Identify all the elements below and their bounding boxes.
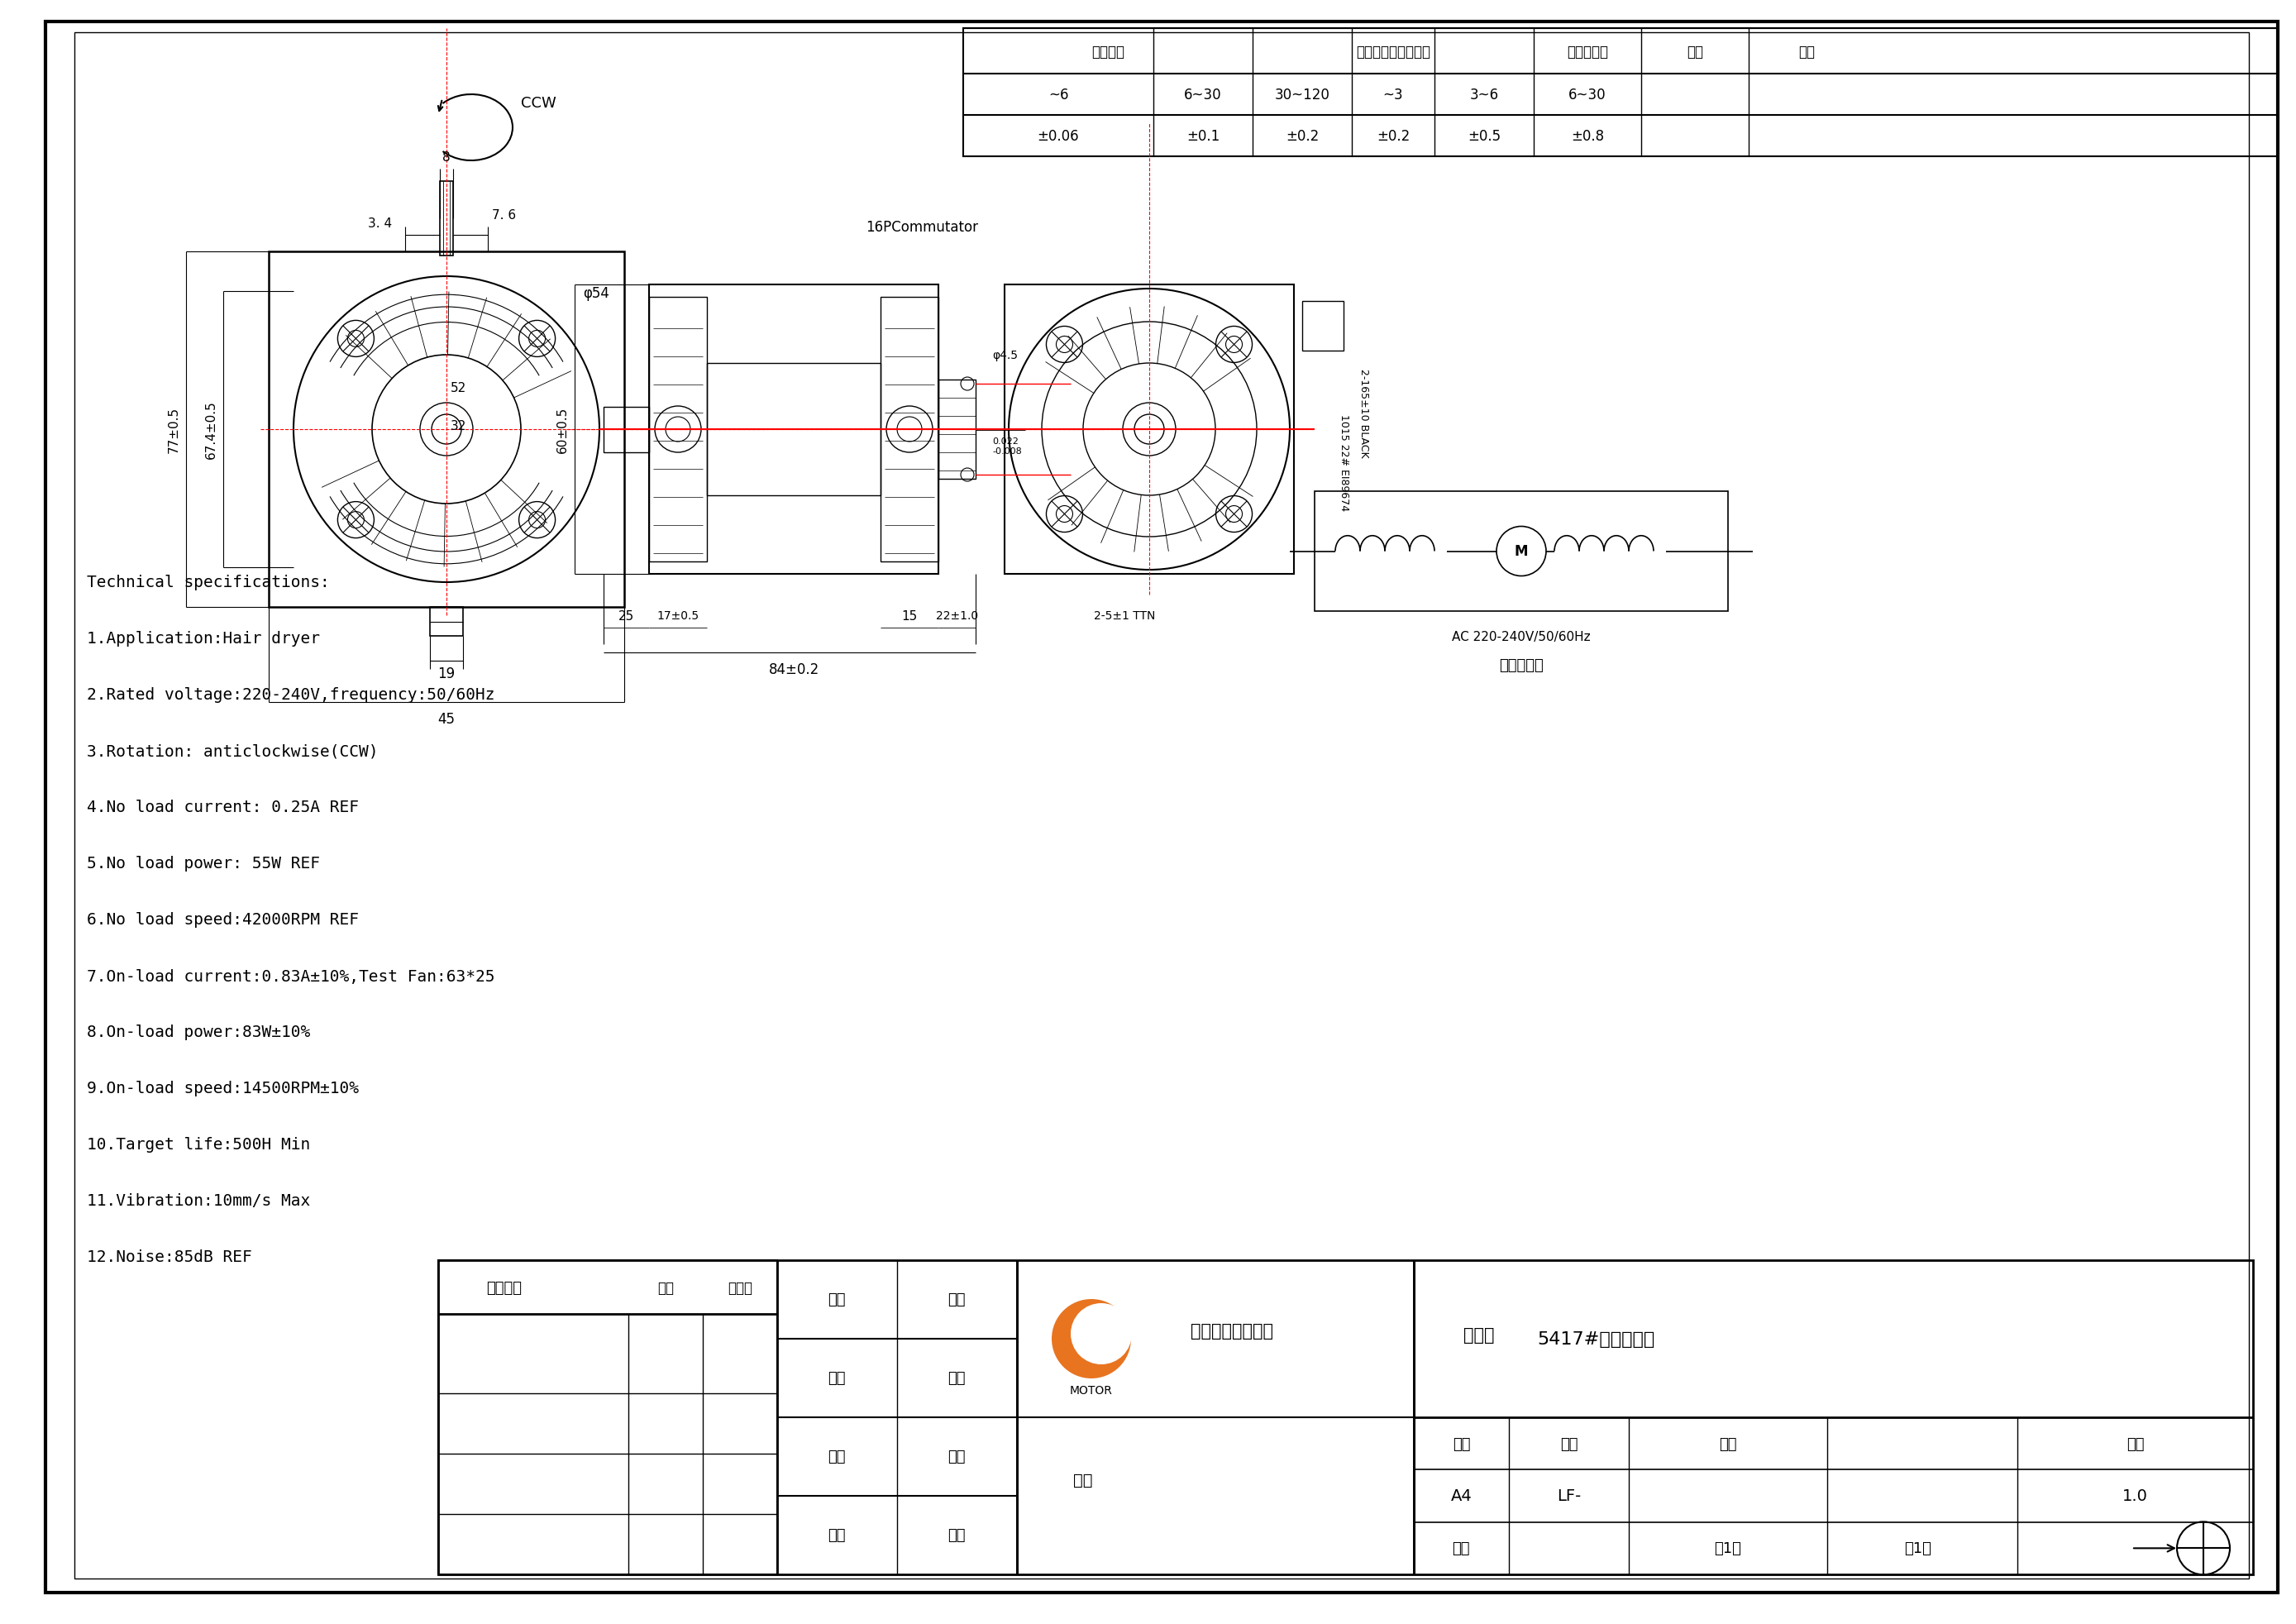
Text: MOTOR: MOTOR — [1070, 1384, 1114, 1397]
Text: 公差: 公差 — [1798, 44, 1814, 58]
Bar — [707, 364, 882, 495]
Text: 日期: 日期 — [948, 1528, 967, 1543]
Text: 8: 8 — [443, 151, 450, 164]
Bar — [939, 380, 976, 479]
Text: 日期: 日期 — [948, 1293, 967, 1307]
Text: CCW: CCW — [521, 96, 556, 110]
Text: 校对: 校对 — [829, 1371, 845, 1385]
Text: LF-: LF- — [1557, 1488, 1582, 1504]
Bar — [650, 297, 707, 562]
Bar — [1006, 286, 1295, 575]
Text: 1.0: 1.0 — [2122, 1488, 2149, 1504]
Text: 日期: 日期 — [657, 1280, 673, 1294]
Text: 52: 52 — [450, 382, 466, 395]
Circle shape — [1052, 1299, 1132, 1379]
Text: 日期: 日期 — [948, 1449, 967, 1465]
Text: Technical specifications:: Technical specifications: — [87, 575, 331, 591]
Bar — [1302, 302, 1343, 351]
Text: 15: 15 — [902, 609, 918, 622]
Text: 5.No load power: 55W REF: 5.No load power: 55W REF — [87, 856, 319, 872]
Text: 圆角半径和倒角高度: 圆角半径和倒角高度 — [1357, 44, 1430, 58]
Text: 11.Vibration:10mm/s Max: 11.Vibration:10mm/s Max — [87, 1194, 310, 1208]
Text: 1015 22# EI89674: 1015 22# EI89674 — [1339, 414, 1350, 512]
Text: M: M — [1515, 544, 1529, 559]
Bar — [882, 297, 939, 562]
Text: ±0.2: ±0.2 — [1378, 128, 1410, 145]
Text: 联锋电机有限公司: 联锋电机有限公司 — [1192, 1322, 1274, 1338]
Text: 本注公差: 本注公差 — [1091, 44, 1125, 58]
Text: 修改内容: 修改内容 — [487, 1280, 521, 1294]
Text: 60±0.5: 60±0.5 — [556, 406, 569, 453]
Text: 2-5±1 TTN: 2-5±1 TTN — [1093, 611, 1155, 622]
Text: ±0.2: ±0.2 — [1286, 128, 1318, 145]
Text: 第1页: 第1页 — [1906, 1541, 1931, 1556]
Text: 批准: 批准 — [829, 1528, 845, 1543]
Text: 12.Noise:85dB REF: 12.Noise:85dB REF — [87, 1249, 253, 1265]
Circle shape — [1070, 1304, 1132, 1364]
Text: 25: 25 — [618, 609, 634, 622]
Text: 5417#电机外形图: 5417#电机外形图 — [1536, 1330, 1655, 1348]
Text: 67.4±0.5: 67.4±0.5 — [204, 401, 218, 460]
Text: 名称：: 名称： — [1463, 1327, 1495, 1343]
Bar — [604, 408, 650, 453]
Text: 4.No load current: 0.25A REF: 4.No load current: 0.25A REF — [87, 799, 358, 815]
Text: ±0.5: ±0.5 — [1467, 128, 1502, 145]
Text: 30~120: 30~120 — [1274, 88, 1329, 102]
Text: 7. 6: 7. 6 — [491, 208, 517, 221]
Text: 版本: 版本 — [2126, 1436, 2144, 1450]
Text: 0.022
-0.008: 0.022 -0.008 — [992, 437, 1022, 455]
Text: 材料: 材料 — [1075, 1471, 1093, 1488]
Text: 7.On-load current:0.83A±10%,Test Fan:63*25: 7.On-load current:0.83A±10%,Test Fan:63*… — [87, 968, 496, 984]
Bar — [441, 182, 452, 257]
Text: 3~6: 3~6 — [1469, 88, 1499, 102]
Text: ±0.8: ±0.8 — [1570, 128, 1605, 145]
Bar — [1316, 492, 1729, 612]
Bar — [269, 252, 625, 607]
Bar — [650, 286, 939, 575]
Text: 表面光洁度: 表面光洁度 — [1566, 44, 1607, 58]
Text: 17±0.5: 17±0.5 — [657, 611, 698, 622]
Text: 责任人: 责任人 — [728, 1280, 753, 1294]
Text: 84±0.2: 84±0.2 — [769, 663, 820, 677]
Text: A4: A4 — [1451, 1488, 1472, 1504]
Text: 22±1.0: 22±1.0 — [937, 611, 978, 622]
Text: 19: 19 — [439, 666, 455, 680]
Text: 审核: 审核 — [829, 1449, 845, 1465]
Text: φ4.5: φ4.5 — [992, 349, 1017, 361]
Bar — [439, 1260, 776, 1574]
Text: ±0.06: ±0.06 — [1038, 128, 1079, 145]
Text: ~6: ~6 — [1049, 88, 1068, 102]
Text: 图幅: 图幅 — [1453, 1436, 1469, 1450]
Text: 电气原理图: 电气原理图 — [1499, 658, 1543, 672]
Text: 3. 4: 3. 4 — [367, 218, 393, 229]
Text: 1.Application:Hair dryer: 1.Application:Hair dryer — [87, 632, 319, 646]
Text: ~3: ~3 — [1382, 88, 1403, 102]
Text: 77±0.5: 77±0.5 — [168, 406, 179, 453]
Text: 尺寸: 尺寸 — [1688, 44, 1704, 58]
Text: 日期: 日期 — [948, 1371, 967, 1385]
Text: 共1页: 共1页 — [1715, 1541, 1743, 1556]
Text: 9.On-load speed:14500RPM±10%: 9.On-load speed:14500RPM±10% — [87, 1080, 358, 1096]
Text: 6.No load speed:42000RPM REF: 6.No load speed:42000RPM REF — [87, 913, 358, 927]
Text: 8.On-load power:83W±10%: 8.On-load power:83W±10% — [87, 1025, 310, 1039]
Text: 3.Rotation: anticlockwise(CCW): 3.Rotation: anticlockwise(CCW) — [87, 744, 379, 758]
Text: 32: 32 — [450, 419, 466, 432]
Text: 2.Rated voltage:220-240V,frequency:50/60Hz: 2.Rated voltage:220-240V,frequency:50/60… — [87, 687, 496, 703]
Bar — [964, 29, 2278, 158]
Text: 比例: 比例 — [1451, 1541, 1469, 1556]
Text: 6~30: 6~30 — [1568, 88, 1607, 102]
Text: 图号: 图号 — [1720, 1436, 1736, 1450]
Text: 10.Target life:500H Min: 10.Target life:500H Min — [87, 1137, 310, 1153]
Text: 16PCommutator: 16PCommutator — [866, 219, 978, 235]
Bar — [429, 607, 464, 637]
Text: φ54: φ54 — [583, 286, 608, 300]
Text: 6~30: 6~30 — [1185, 88, 1221, 102]
Text: AC 220-240V/50/60Hz: AC 220-240V/50/60Hz — [1451, 630, 1591, 643]
Text: 序号: 序号 — [1559, 1436, 1577, 1450]
Text: ±0.1: ±0.1 — [1187, 128, 1219, 145]
Text: 45: 45 — [439, 711, 455, 726]
Bar — [439, 1260, 2252, 1574]
Text: 绘图: 绘图 — [829, 1293, 845, 1307]
Text: 2-165±10 BLACK: 2-165±10 BLACK — [1359, 369, 1371, 458]
